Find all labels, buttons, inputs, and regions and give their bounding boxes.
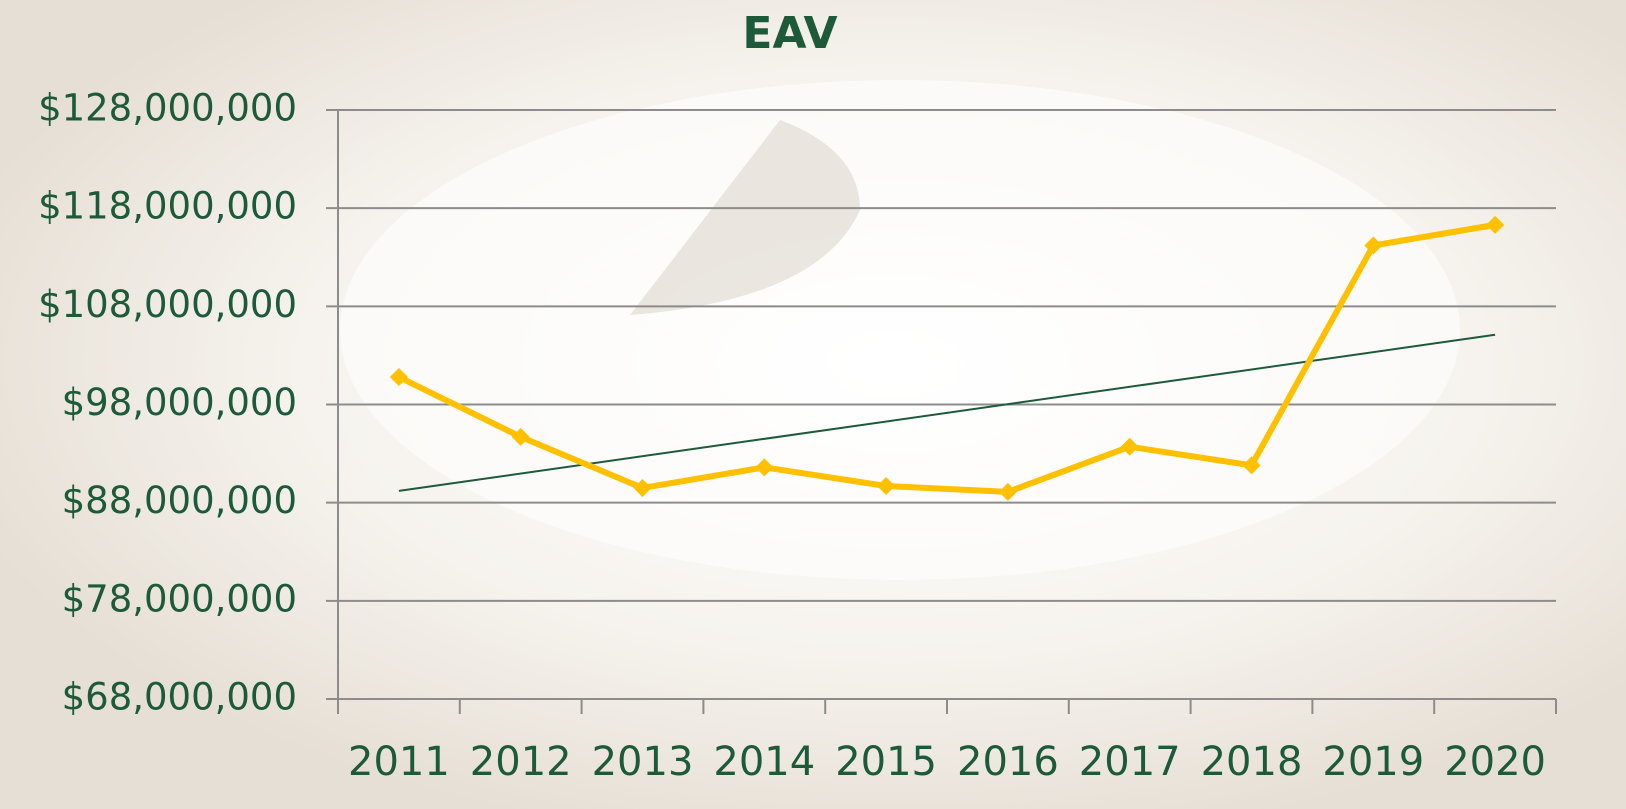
y-tick-label: $98,000,000 [62, 381, 297, 424]
y-tick-label: $78,000,000 [62, 577, 297, 620]
y-tick-label: $68,000,000 [62, 676, 297, 719]
data-point [389, 368, 408, 387]
data-point [633, 478, 652, 497]
x-tick-label: 2018 [1201, 739, 1303, 785]
data-point [1364, 236, 1383, 255]
data-point [755, 458, 774, 477]
x-tick-label: 2019 [1322, 739, 1424, 785]
y-tick-label: $118,000,000 [38, 185, 297, 228]
y-tick-label: $128,000,000 [38, 87, 297, 130]
x-tick-label: 2013 [592, 739, 694, 785]
background-shape [630, 120, 860, 315]
x-tick-label: 2014 [713, 739, 815, 785]
data-point [998, 482, 1017, 501]
y-tick-label: $88,000,000 [62, 479, 297, 522]
background-shape [340, 80, 1460, 580]
x-tick-label: 2016 [957, 739, 1059, 785]
data-point [1486, 215, 1505, 234]
data-point [1242, 456, 1261, 475]
y-tick-label: $108,000,000 [38, 283, 297, 326]
x-tick-label: 2015 [835, 739, 937, 785]
data-point [511, 427, 530, 446]
x-tick-label: 2017 [1079, 739, 1181, 785]
x-tick-label: 2020 [1444, 739, 1546, 785]
series-line [397, 221, 1496, 495]
data-point [1120, 437, 1139, 456]
data-point [877, 476, 896, 495]
chart-title: EAV [742, 8, 837, 59]
x-tick-label: 2011 [348, 739, 450, 785]
x-tick-label: 2012 [470, 739, 572, 785]
